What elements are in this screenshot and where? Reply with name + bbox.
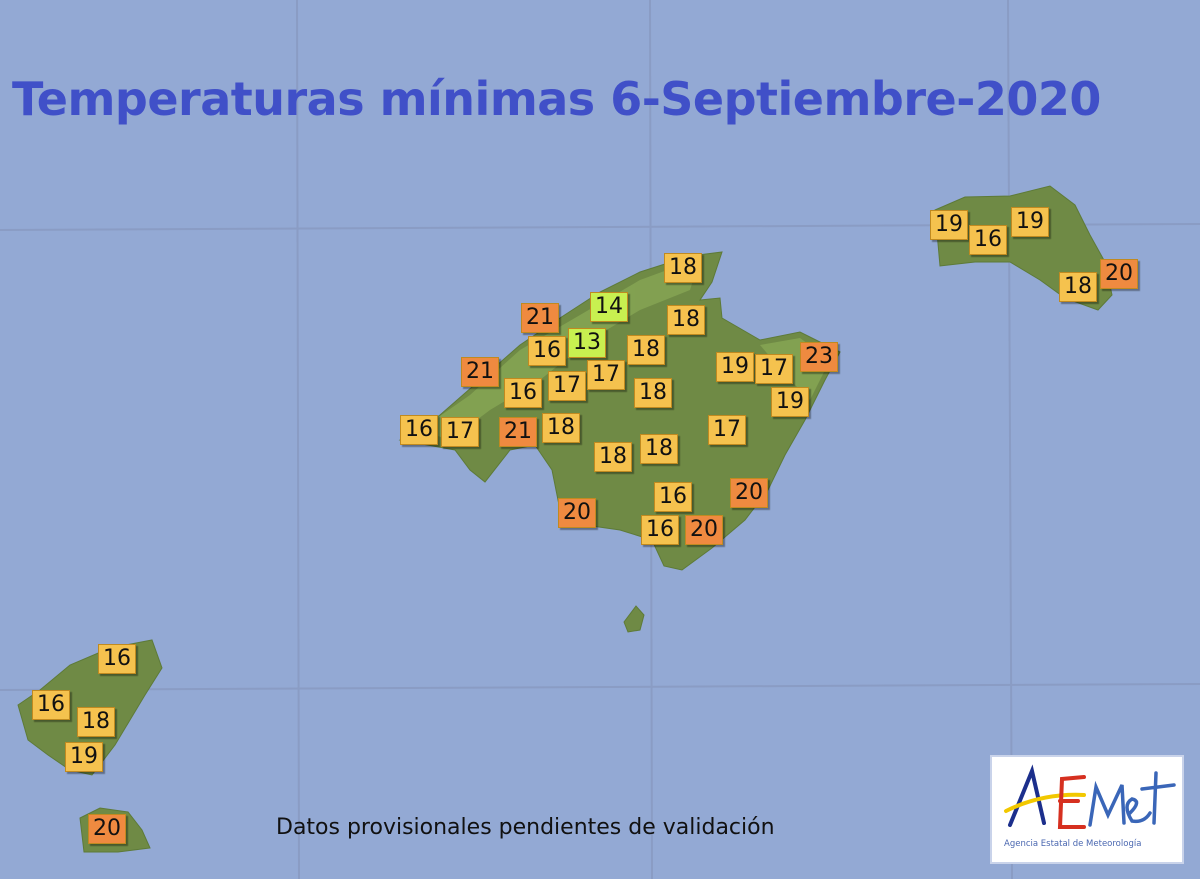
station-temperature-menorca: 19: [930, 210, 968, 240]
parallel-line: [0, 683, 1200, 691]
station-temperature-mallorca: 13: [568, 328, 606, 358]
station-temperature-mallorca: 18: [640, 434, 678, 464]
station-temperature-mallorca: 17: [441, 417, 479, 447]
station-temperature-ibiza: 16: [32, 690, 70, 720]
station-temperature-mallorca: 18: [634, 378, 672, 408]
station-temperature-mallorca: 20: [685, 515, 723, 545]
station-temperature-mallorca: 16: [654, 482, 692, 512]
station-temperature-menorca: 20: [1100, 259, 1138, 289]
station-temperature-menorca: 16: [969, 225, 1007, 255]
station-temperature-menorca: 19: [1011, 207, 1049, 237]
station-temperature-mallorca: 16: [400, 415, 438, 445]
map-title: Temperaturas mínimas 6-Septiembre-2020: [12, 72, 1101, 126]
meridian-line: [296, 0, 300, 879]
station-temperature-menorca: 18: [1059, 272, 1097, 302]
station-temperature-mallorca: 21: [461, 357, 499, 387]
aemet-logo: Agencia Estatal de Meteorología: [990, 755, 1184, 864]
station-temperature-mallorca: 20: [558, 498, 596, 528]
station-temperature-mallorca: 18: [667, 305, 705, 335]
station-temperature-mallorca: 18: [664, 253, 702, 283]
station-temperature-mallorca: 17: [548, 371, 586, 401]
meridian-line: [1007, 0, 1013, 879]
aemet-logo-mark: [1004, 764, 1176, 829]
station-temperature-mallorca: 18: [542, 413, 580, 443]
station-temperature-ibiza: 16: [98, 644, 136, 674]
station-temperature-mallorca: 17: [587, 360, 625, 390]
station-temperature-mallorca: 21: [499, 417, 537, 447]
station-temperature-ibiza: 19: [65, 742, 103, 772]
station-temperature-mallorca: 14: [590, 292, 628, 322]
island-cabrera: [623, 605, 645, 633]
aemet-logo-subtitle: Agencia Estatal de Meteorología: [1004, 839, 1142, 849]
station-temperature-mallorca: 16: [504, 378, 542, 408]
station-temperature-mallorca: 20: [730, 478, 768, 508]
station-temperature-formentera: 20: [88, 814, 126, 844]
station-temperature-mallorca: 21: [521, 303, 559, 333]
station-temperature-mallorca: 16: [528, 336, 566, 366]
station-temperature-mallorca: 18: [594, 442, 632, 472]
station-temperature-ibiza: 18: [77, 707, 115, 737]
station-temperature-mallorca: 16: [641, 515, 679, 545]
station-temperature-mallorca: 17: [708, 415, 746, 445]
footnote: Datos provisionales pendientes de valida…: [276, 815, 775, 840]
station-temperature-mallorca: 23: [800, 342, 838, 372]
station-temperature-mallorca: 19: [716, 352, 754, 382]
station-temperature-mallorca: 19: [771, 387, 809, 417]
station-temperature-mallorca: 17: [755, 354, 793, 384]
station-temperature-mallorca: 18: [627, 335, 665, 365]
